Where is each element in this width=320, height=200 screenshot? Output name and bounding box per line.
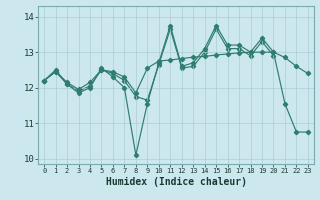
X-axis label: Humidex (Indice chaleur): Humidex (Indice chaleur) <box>106 177 246 187</box>
